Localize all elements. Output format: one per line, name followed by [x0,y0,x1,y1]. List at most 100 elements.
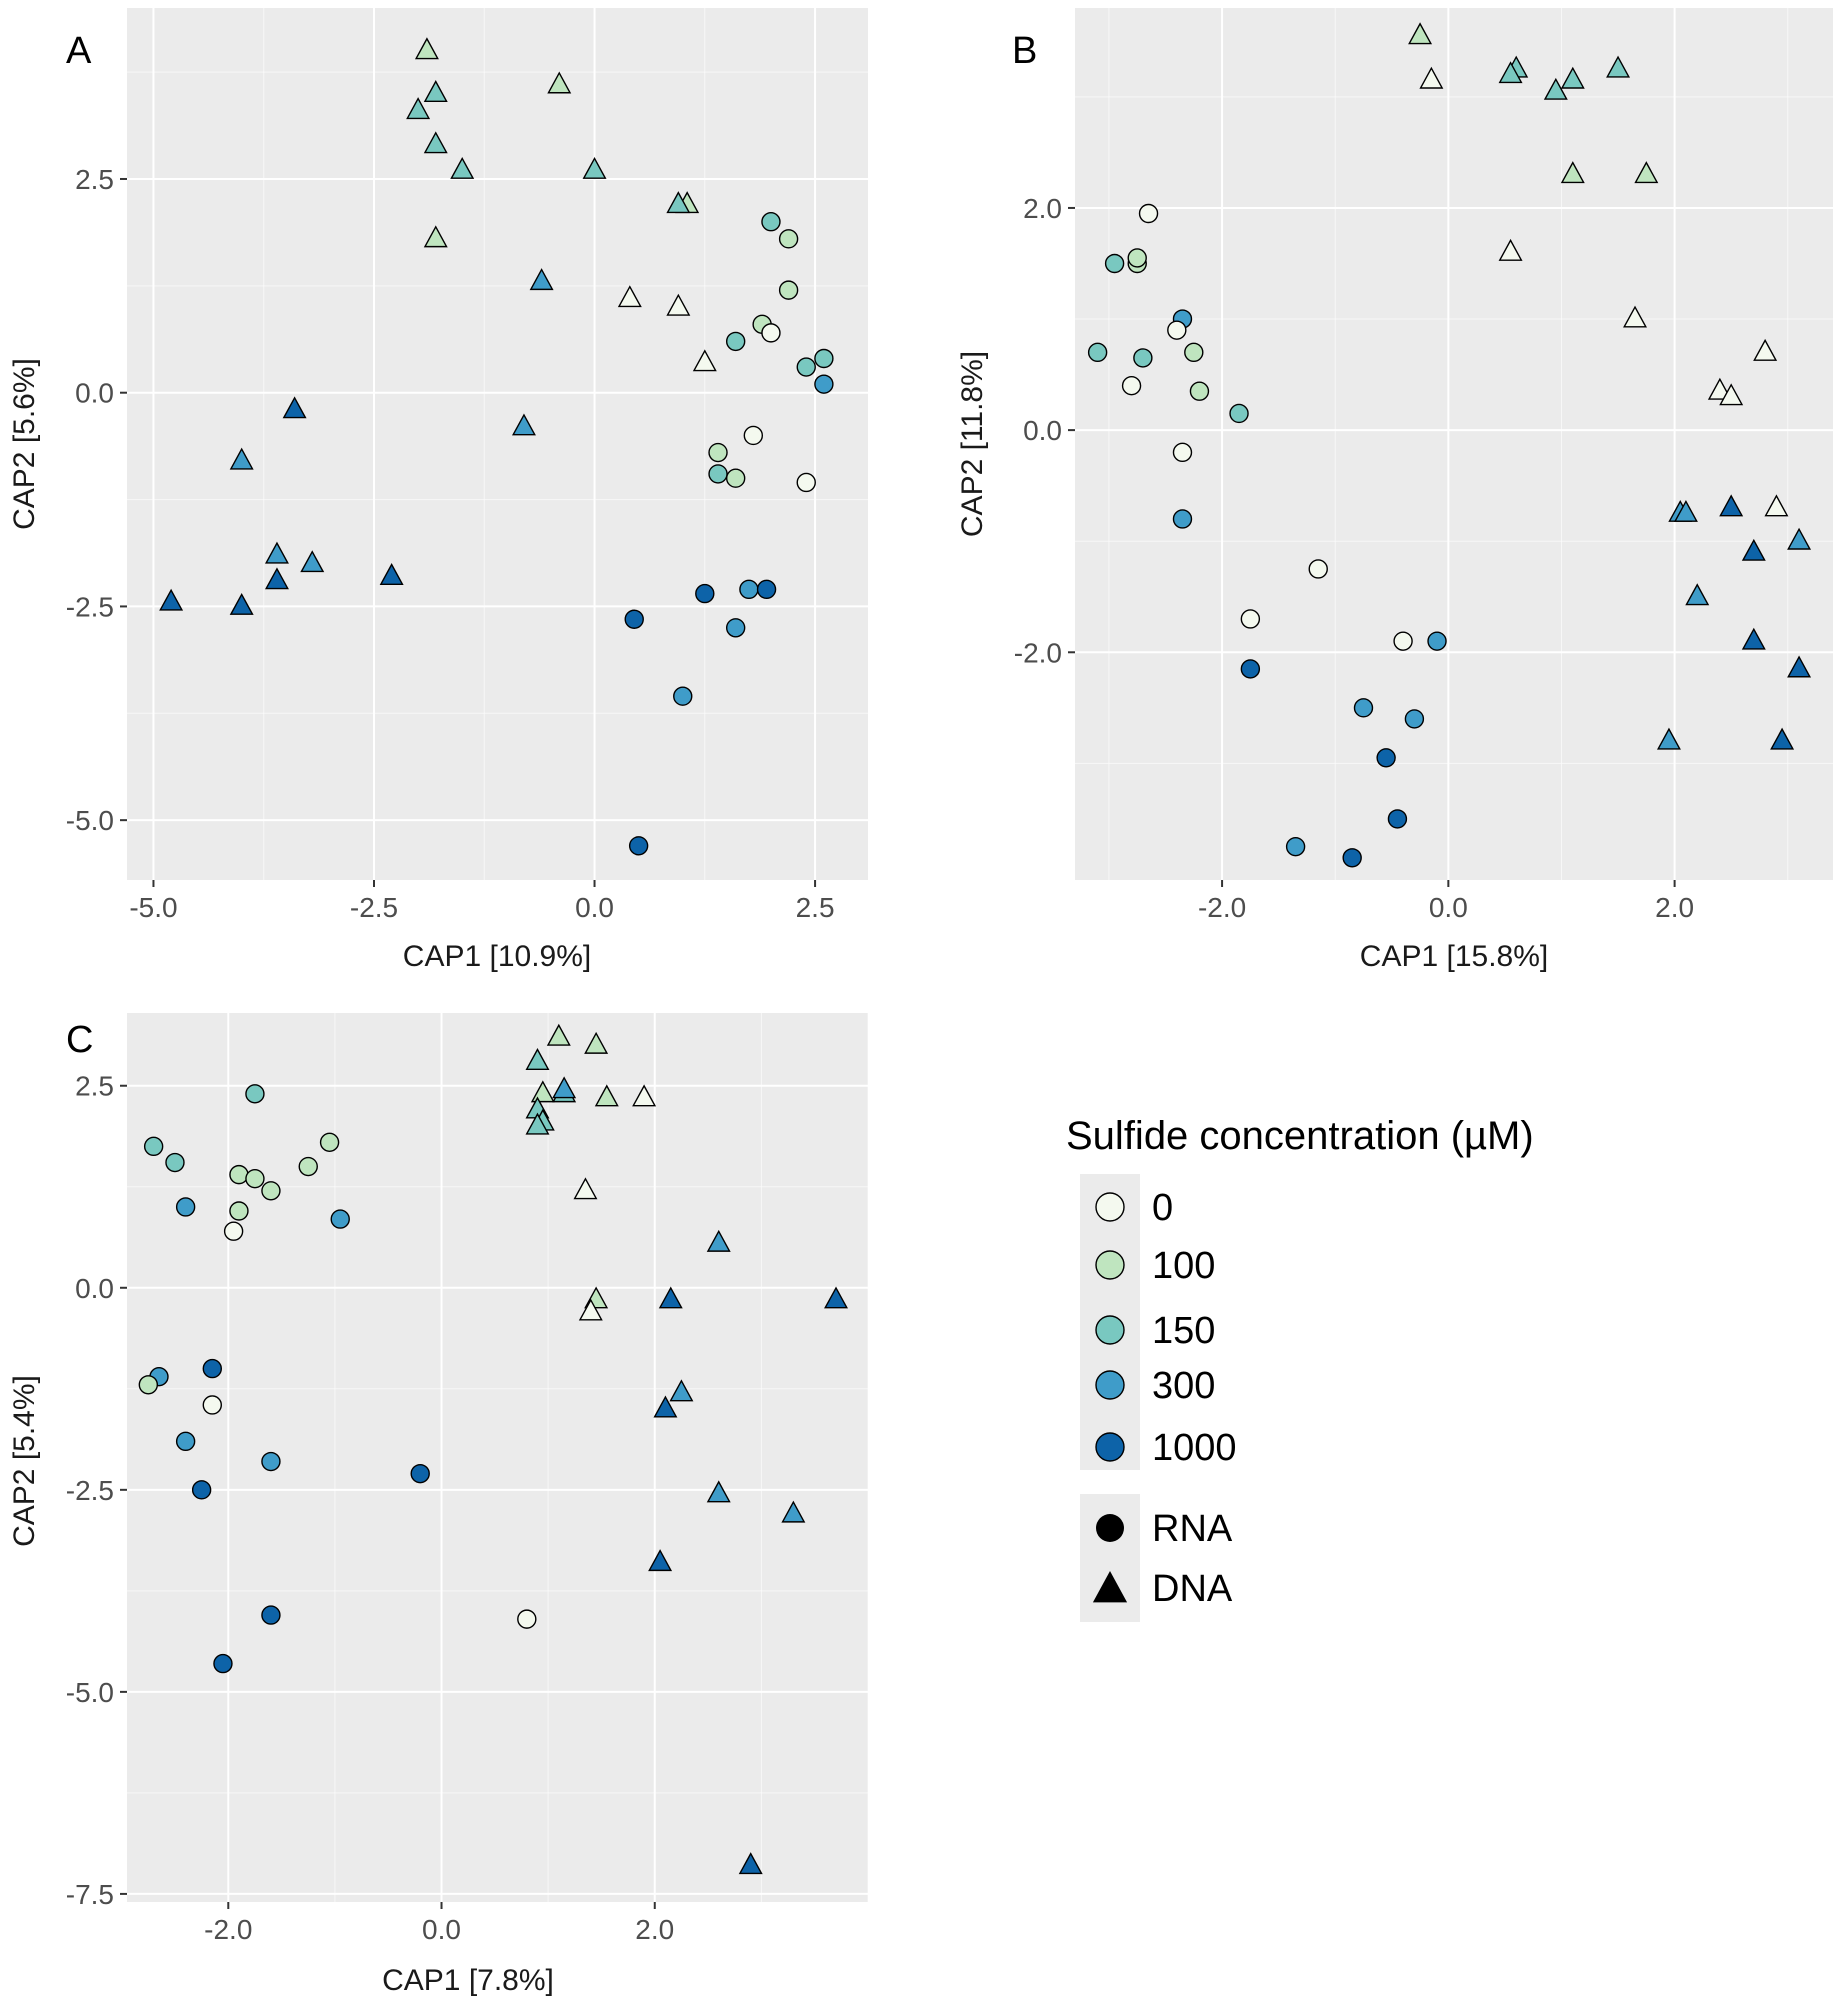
legend-label-0: 0 [1152,1187,1173,1229]
dna-point-0 [692,349,717,372]
dna-point-150 [1498,61,1523,84]
legend-label-150: 150 [1152,1310,1215,1352]
dna-point-150 [525,1112,550,1135]
rna-point-100 [138,1375,159,1395]
panel-c-x-ticks: -2.0 0.0 2.0 [204,1902,674,1945]
panel-a: -5.0 -2.5 0.0 2.5 -5.0 -2.5 0.0 2.5 A CAP1 [10… [8,8,868,973]
rna-point-0 [1240,609,1261,629]
rna-point-100 [778,280,799,300]
panel-b-x-axis-title: CAP1 [15.8%] [1360,940,1548,973]
rna-point-1000 [628,836,649,856]
rna-point-100 [245,1168,265,1189]
rna-point-100 [319,1132,340,1153]
rna-point-1000 [1342,848,1362,868]
dna-point-150 [1543,77,1568,100]
dna-point-300 [300,550,325,573]
panel-a-x-ticks: -5.0 -2.5 0.0 2.5 [129,880,835,923]
dna-point-150 [423,80,448,102]
dna-point-1000 [1719,494,1744,517]
dna-point-0 [1753,338,1778,361]
legend-title: Sulfide concentration (µM) [1066,1114,1534,1158]
dna-point-300 [529,268,554,291]
rna-point-300 [673,686,693,706]
dna-point-300 [1673,499,1698,522]
y-tick-label: -2.5 [66,591,114,622]
rna-point-0 [202,1395,222,1415]
legend-sample-type-key: RNA DNA [1092,1508,1233,1610]
rna-point-0 [1308,559,1328,579]
y-tick-label: -2.5 [66,1475,114,1506]
panel-b-points [1087,22,1812,868]
dna-point-0 [1498,238,1523,261]
dna-point-1000 [264,567,289,590]
rna-point-1000 [191,1480,212,1500]
rna-point-0 [743,425,764,446]
y-tick-label: 0.0 [1023,415,1062,446]
rna-point-0 [1138,203,1159,224]
rna-point-150 [165,1152,185,1173]
dna-point-300 [511,413,536,436]
rna-point-100 [1184,342,1204,363]
rna-point-100 [298,1156,318,1177]
rna-point-300 [261,1451,281,1472]
dna-point-300 [781,1500,806,1523]
dna-point-0 [666,293,691,316]
rna-point-0 [1172,442,1193,463]
rna-point-1000 [624,609,644,629]
rna-point-1000 [756,579,777,600]
panel-b-tag: B [1012,30,1037,72]
dna-point-0 [1707,377,1732,400]
rna-point-300 [175,1431,196,1452]
legend-swatch-300 [1095,1370,1125,1400]
dna-point-150 [1606,55,1631,78]
dna-point-1000 [159,588,184,611]
legend-swatch-0 [1095,1192,1125,1222]
y-tick-label: -2.0 [1014,637,1062,668]
rna-point-100 [778,229,799,249]
x-tick-label: 2.0 [1655,892,1694,923]
y-tick-label: 2.5 [75,1071,114,1102]
panel-a-y-ticks: -5.0 -2.5 0.0 2.5 [66,164,127,836]
dna-point-150 [450,156,475,179]
dna-point-0 [1419,66,1444,89]
panel-b: -2.0 0.0 2.0 -2.0 0.0 2.0 B CAP1 [15.8%] CAP… [956,8,1833,973]
rna-point-150 [796,357,816,377]
panel-a-tag: A [66,30,92,72]
panel-b-background [1075,8,1833,880]
rna-point-1000 [1376,748,1396,768]
rna-point-300 [175,1197,196,1217]
panel-b-grid [1075,8,1833,880]
dna-point-300 [669,1379,694,1402]
dna-point-150 [423,131,448,154]
rna-point-0 [223,1221,244,1241]
y-tick-label: -5.0 [66,1677,114,1708]
dna-point-1000 [738,1852,763,1875]
dna-point-100 [584,1031,609,1054]
dna-point-300 [1787,527,1812,550]
dna-point-0 [632,1084,657,1107]
dna-point-300 [706,1480,731,1503]
x-tick-label: -5.0 [129,892,177,923]
x-tick-label: 0.0 [575,892,614,923]
dna-point-1000 [658,1286,683,1309]
dna-point-300 [1685,583,1710,606]
dna-point-0 [573,1177,598,1200]
panel-c-y-axis-title: CAP2 [5.4%] [8,1375,41,1547]
rna-point-1000 [695,583,715,604]
dna-point-100 [414,37,439,60]
rna-point-0 [1393,631,1413,651]
rna-point-0 [517,1609,537,1629]
rna-point-150 [1087,342,1108,363]
dna-point-0 [578,1298,603,1321]
rna-point-0 [1167,320,1187,340]
legend-dna-symbol [1092,1571,1128,1603]
legend-label-300: 300 [1152,1365,1215,1407]
rna-point-300 [1285,836,1306,857]
panel-a-background [127,8,868,880]
y-tick-label: 2.5 [75,164,114,195]
panel-a-points [159,37,834,856]
rna-point-1000 [410,1463,430,1484]
rna-point-1000 [261,1605,281,1625]
rna-point-300 [1172,509,1193,529]
